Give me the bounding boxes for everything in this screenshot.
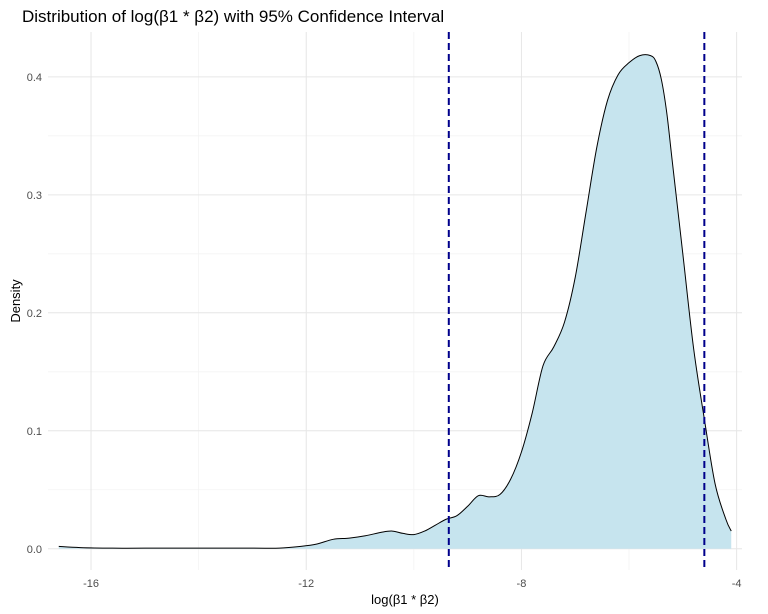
y-axis-label: Density [8,279,23,323]
chart-title: Distribution of log(β1 * β2) with 95% Co… [22,7,444,26]
y-tick-label: 0.1 [27,426,42,438]
x-axis-label: log(β1 * β2) [371,592,439,607]
density-area-fill [58,54,732,549]
x-tick-label: -8 [517,578,527,590]
confidence-interval-lines [447,32,706,570]
plot-area [48,32,742,570]
density-curve [58,54,732,549]
x-tick-label: -16 [83,578,99,590]
x-tick-label: -12 [298,578,314,590]
y-tick-label: 0.4 [27,72,42,84]
x-tick-label: -4 [732,578,742,590]
y-axis-ticks: 0.0 0.1 0.2 0.3 0.4 [27,72,42,556]
y-tick-label: 0.0 [27,544,42,556]
y-tick-label: 0.2 [27,308,42,320]
x-axis-ticks: -16 -12 -8 -4 [83,578,741,590]
y-tick-label: 0.3 [27,190,42,202]
